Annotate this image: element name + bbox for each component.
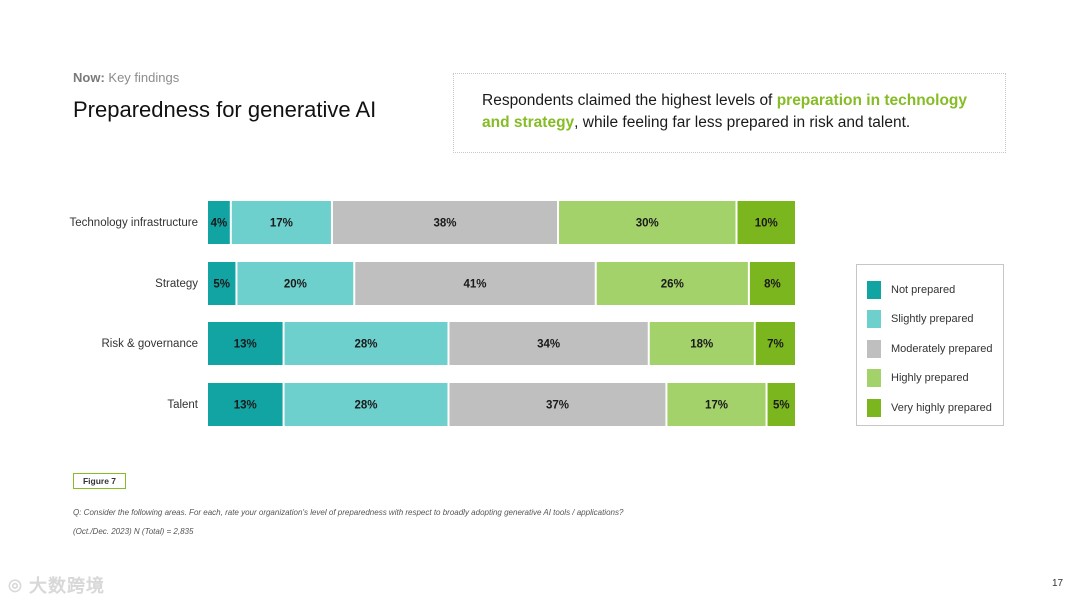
bar-value-label: 18% (690, 339, 713, 351)
bar-value-label: 20% (284, 279, 307, 291)
legend-swatch (867, 310, 881, 329)
legend-swatch (867, 369, 881, 388)
bar-value-label: 26% (661, 279, 684, 291)
bar-segment (749, 262, 795, 305)
bar-segment (755, 322, 795, 365)
legend-item: Not prepared (867, 275, 1003, 305)
bar-value-label: 37% (546, 400, 569, 412)
section-kicker: Now: Key findings (73, 70, 179, 85)
callout-highlight: preparation in technology and strategy (482, 92, 968, 131)
bar-segment (208, 201, 230, 244)
bar-value-label: 38% (433, 218, 456, 230)
bar-segment (667, 383, 766, 426)
legend-label: Very highly prepared (891, 401, 992, 414)
legend-item: Highly prepared (867, 364, 1003, 394)
legend-swatch (867, 280, 881, 299)
bar-segment (649, 322, 754, 365)
category-label: Technology infrastructure (69, 216, 198, 229)
bar-segment (208, 383, 283, 426)
bar-value-label: 41% (463, 279, 486, 291)
legend-swatch (867, 398, 881, 417)
bar-segment (449, 322, 648, 365)
bar-value-label: 7% (767, 339, 784, 351)
watermark-logo-icon: ◎ (8, 577, 23, 594)
legend-label: Slightly prepared (891, 313, 974, 326)
bar-segment (284, 383, 448, 426)
survey-question: Q: Consider the following areas. For eac… (73, 508, 624, 517)
callout-box: Respondents claimed the highest levels o… (453, 73, 1006, 153)
bar-value-label: 28% (355, 400, 378, 412)
legend-label: Moderately prepared (891, 342, 993, 355)
callout-text-pre: Respondents claimed the highest levels o… (482, 92, 777, 109)
bar-segment (737, 201, 795, 244)
bar-value-label: 5% (213, 279, 230, 291)
kicker-bold: Now: (73, 70, 105, 85)
callout-text-post: , while feeling far less prepared in ris… (574, 114, 911, 131)
bar-segment (237, 262, 354, 305)
bar-value-label: 13% (234, 339, 257, 351)
bar-segment (767, 383, 795, 426)
bar-segment (284, 322, 448, 365)
bar-segment (355, 262, 595, 305)
watermark: ◎ 大数跨境 (8, 572, 105, 598)
category-label: Risk & governance (101, 337, 198, 350)
bar-value-label: 8% (764, 279, 781, 291)
bar-segment (208, 262, 236, 305)
category-label: Strategy (155, 277, 198, 290)
bar-segment (332, 201, 558, 244)
bar-value-label: 30% (636, 218, 659, 230)
bar-segment (208, 322, 283, 365)
bar-segment (559, 201, 736, 244)
legend-label: Highly prepared (891, 372, 969, 385)
page-title: Preparedness for generative AI (73, 97, 377, 122)
bar-segment (596, 262, 748, 305)
bar-value-label: 13% (234, 400, 257, 412)
bar-value-label: 28% (355, 339, 378, 351)
watermark-text: 大数跨境 (28, 576, 105, 596)
legend-label: Not prepared (891, 283, 956, 296)
bar-value-label: 17% (705, 400, 728, 412)
bar-value-label: 17% (270, 218, 293, 230)
bar-segment (231, 201, 331, 244)
bar-value-label: 10% (755, 218, 778, 230)
category-label: Talent (167, 398, 198, 411)
bar-value-label: 34% (537, 339, 560, 351)
chart-legend: Not prepared Slightly prepared Moderately … (856, 264, 1004, 426)
legend-swatch (867, 339, 881, 358)
legend-item: Slightly prepared (867, 305, 1003, 335)
bar-value-label: 4% (211, 218, 228, 230)
kicker-text: Key findings (108, 70, 180, 85)
page-number: 17 (1052, 578, 1064, 589)
bar-value-label: 5% (773, 400, 790, 412)
legend-item: Moderately prepared (867, 334, 1003, 364)
figure-label: Figure 7 (73, 473, 126, 489)
legend-item: Very highly prepared (867, 393, 1003, 423)
sample-size-note: (Oct./Dec. 2023) N (Total) = 2,835 (73, 527, 194, 536)
bar-segment (449, 383, 666, 426)
